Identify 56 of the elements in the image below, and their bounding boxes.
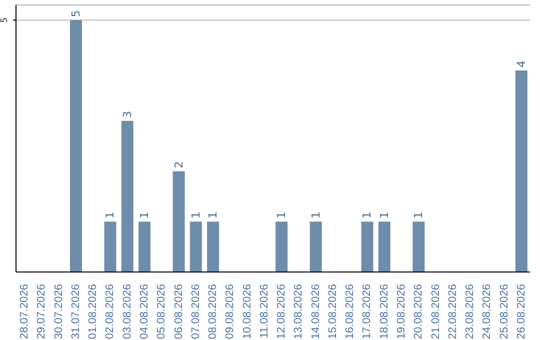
x-tick-label: 22.08.2026 xyxy=(446,284,459,340)
x-tick-label: 01.08.2026 xyxy=(87,284,100,340)
x-tick-label: 16.08.2026 xyxy=(344,284,356,340)
x-tick-label: 26.08.2026 xyxy=(515,284,528,340)
x-tick-label: 13.08.2026 xyxy=(292,284,305,340)
x-tick-label: 20.08.2026 xyxy=(412,284,425,340)
data-label: 1 xyxy=(189,212,202,219)
bar xyxy=(138,222,151,272)
x-tick-label: 03.08.2026 xyxy=(121,284,134,340)
x-tick-label: 18.08.2026 xyxy=(378,284,390,340)
bar xyxy=(121,120,134,272)
data-label: 1 xyxy=(104,212,117,219)
data-label: 2 xyxy=(172,161,186,168)
data-label: 5 xyxy=(69,10,82,18)
bar xyxy=(412,222,425,272)
x-tick-label: 24.08.2026 xyxy=(481,284,494,340)
bar xyxy=(276,222,288,272)
bar xyxy=(515,70,528,272)
x-tick-label: 08.08.2026 xyxy=(207,284,220,340)
data-label: 1 xyxy=(138,212,152,219)
x-tick-label: 11.08.2026 xyxy=(258,284,270,338)
bar xyxy=(104,222,116,272)
bar xyxy=(361,222,374,272)
x-tick-label: 10.08.2026 xyxy=(241,284,254,340)
x-tick-label: 21.08.2026 xyxy=(430,284,442,340)
x-tick-label: 07.08.2026 xyxy=(190,284,202,340)
x-tick-label: 06.08.2026 xyxy=(172,284,185,340)
bar xyxy=(378,222,390,272)
x-tick-label: 14.08.2026 xyxy=(310,284,322,340)
data-label: 1 xyxy=(360,212,374,219)
x-tick-label: 29.07.2026 xyxy=(36,284,48,340)
x-tick-label: 15.08.2026 xyxy=(326,284,339,340)
bar xyxy=(70,20,82,272)
data-label: 1 xyxy=(275,212,288,219)
x-tick-label: 09.08.2026 xyxy=(224,284,236,340)
bar xyxy=(190,222,202,272)
x-tick-label: 23.08.2026 xyxy=(464,284,476,340)
data-label: 1 xyxy=(309,212,322,219)
data-label: 1 xyxy=(206,212,220,219)
data-label: 4 xyxy=(514,60,528,68)
bar xyxy=(310,222,322,272)
x-tick-label: 28.07.2026 xyxy=(18,284,31,340)
bar xyxy=(207,222,220,272)
x-tick-label: 25.08.2026 xyxy=(498,284,510,340)
bar xyxy=(172,171,185,272)
x-tick-label: 12.08.2026 xyxy=(276,284,288,340)
data-label: 3 xyxy=(120,110,134,118)
data-label: 1 xyxy=(412,212,426,219)
x-tick-label: 05.08.2026 xyxy=(156,284,168,340)
x-tick-label: 04.08.2026 xyxy=(138,284,150,340)
x-tick-label: 31.07.2026 xyxy=(70,284,82,340)
x-tick-label: 19.08.2026 xyxy=(396,284,408,340)
x-tick-label: 17.08.2026 xyxy=(361,284,374,340)
data-label: 1 xyxy=(378,212,391,219)
x-tick-label: 02.08.2026 xyxy=(104,284,116,340)
x-tick-label: 30.07.2026 xyxy=(52,284,65,340)
